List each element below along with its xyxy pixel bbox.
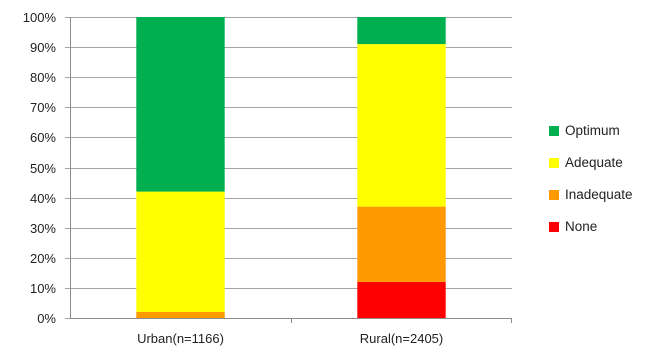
legend-item-none: None [549, 219, 654, 234]
y-tick-label: 30% [30, 221, 56, 236]
bar-optimum-urban [136, 17, 225, 192]
bar-none-rural [357, 281, 446, 318]
legend-item-adequate: Adequate [549, 155, 654, 170]
legend-swatch [549, 157, 559, 168]
x-tick-label: Urban(n=1166) [137, 331, 224, 346]
y-tick-label: 70% [30, 100, 56, 115]
bar-inadequate-rural [357, 206, 446, 282]
y-tick-label: 40% [30, 191, 56, 206]
y-tick-label: 0% [37, 311, 56, 326]
legend-item-optimum: Optimum [549, 123, 654, 138]
bar-adequate-rural [357, 44, 446, 207]
y-tick-labels: 0% 10% 20% 30% 40% 50% 60% 70% 80% 90% 100% [23, 10, 57, 326]
bars [136, 17, 446, 318]
bar-inadequate-urban [136, 311, 225, 318]
y-tick-label: 50% [30, 161, 56, 176]
legend: Optimum Adequate Inadequate None [549, 123, 654, 251]
y-tick-label: 60% [30, 130, 56, 145]
legend-swatch [549, 125, 559, 136]
legend-swatch [549, 221, 559, 232]
y-tick-label: 10% [30, 281, 56, 296]
y-tick-label: 80% [30, 70, 56, 85]
axes [70, 17, 512, 323]
y-tick-label: 90% [30, 40, 56, 55]
legend-label: Optimum [565, 123, 620, 138]
x-tick-labels: Urban(n=1166) Rural(n=2405) [137, 331, 443, 346]
legend-item-inadequate: Inadequate [549, 187, 654, 202]
legend-label: Adequate [565, 155, 623, 170]
y-tick-label: 100% [23, 10, 57, 25]
bar-adequate-urban [136, 191, 225, 312]
y-tick-label: 20% [30, 251, 56, 266]
legend-label: Inadequate [565, 187, 633, 202]
legend-label: None [565, 219, 598, 234]
x-tick-label: Rural(n=2405) [360, 331, 443, 346]
bar-optimum-rural [357, 17, 446, 45]
legend-swatch [549, 189, 559, 200]
